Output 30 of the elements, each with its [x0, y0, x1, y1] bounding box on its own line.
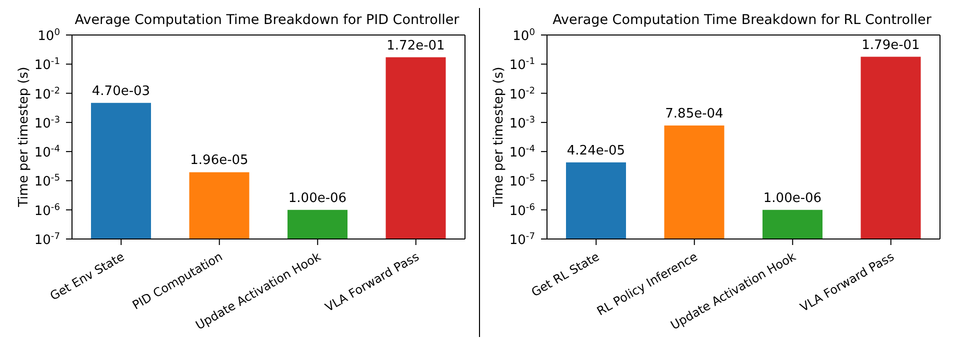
- y-tick-label: 10$^{-6}$: [509, 202, 536, 219]
- x-tick-label: Get RL State: [528, 249, 602, 300]
- data-label: 1.00e-06: [288, 190, 347, 206]
- data-label: 1.79e-01: [862, 38, 920, 53]
- y-tick-label: 10$^{-3}$: [509, 115, 536, 132]
- y-tick-label: 10$^{-5}$: [509, 174, 535, 190]
- y-tick-label: 10$^{-7}$: [509, 232, 536, 248]
- y-tick-label: 10$^{-5}$: [34, 174, 60, 190]
- y-tick-label: 10$^{-7}$: [34, 232, 60, 248]
- data-label: 1.72e-01: [386, 38, 445, 54]
- data-label: 7.85e-04: [665, 106, 724, 122]
- data-label: 4.24e-05: [566, 143, 626, 158]
- y-axis-title: Time per timestep (s): [492, 66, 507, 208]
- chart-title: Average Computation Time Breakdown for RL Controller: [552, 12, 932, 28]
- y-tick-label: 10$^{-4}$: [509, 144, 536, 161]
- y-tick-label: 10$^{0}$: [512, 28, 536, 44]
- data-label: 4.70e-03: [92, 84, 150, 99]
- y-tick-label: 10$^{-1}$: [509, 57, 535, 74]
- y-tick-label: 10$^{0}$: [38, 28, 60, 44]
- x-tick-label: Get Env State: [48, 249, 127, 304]
- data-label: 1.96e-05: [190, 153, 248, 168]
- y-tick-label: 10$^{-2}$: [34, 86, 60, 102]
- y-tick-label: 10$^{-3}$: [34, 115, 60, 132]
- y-tick-label: 10$^{-4}$: [34, 144, 60, 161]
- y-axis-title: Time per timestep (s): [16, 66, 32, 208]
- y-tick-label: 10$^{-1}$: [34, 57, 60, 74]
- data-label: 1.00e-06: [763, 190, 822, 206]
- y-tick-label: 10$^{-2}$: [509, 86, 535, 102]
- chart-title: Average Computation Time Breakdown for PID Controller: [74, 12, 460, 28]
- y-tick-label: 10$^{-6}$: [34, 202, 60, 219]
